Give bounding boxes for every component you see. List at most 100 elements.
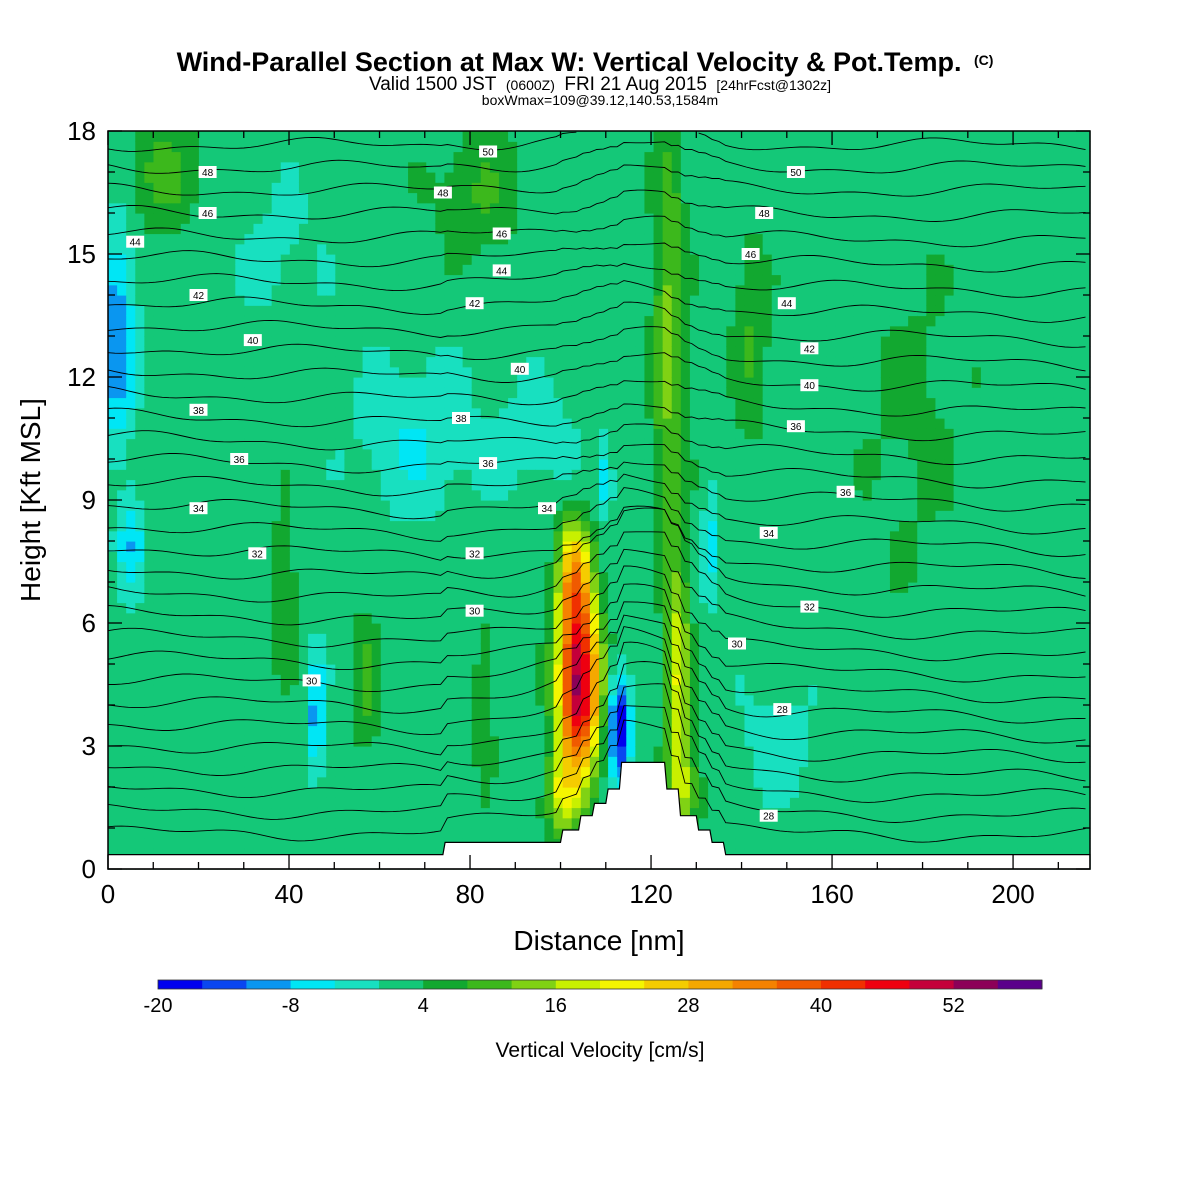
velocity-cell: [608, 233, 618, 245]
velocity-cell: [298, 510, 309, 522]
velocity-cell: [126, 243, 136, 255]
velocity-cell: [135, 766, 145, 778]
velocity-cell: [662, 387, 673, 399]
velocity-cell: [635, 346, 646, 358]
velocity-cell: [589, 172, 600, 183]
velocity-cell: [271, 643, 282, 655]
velocity-cell: [226, 674, 236, 686]
velocity-cell: [298, 161, 309, 173]
velocity-cell: [562, 295, 573, 306]
velocity-cell: [671, 161, 682, 173]
velocity-cell: [462, 582, 473, 593]
velocity-cell: [326, 459, 336, 470]
velocity-cell: [289, 418, 300, 429]
velocity-cell: [708, 223, 718, 235]
velocity-cell: [508, 623, 518, 634]
velocity-cell: [599, 284, 609, 296]
velocity-cell: [480, 735, 491, 747]
velocity-cell: [171, 602, 182, 614]
velocity-cell: [135, 243, 145, 255]
velocity-cell: [699, 623, 709, 634]
velocity-cell: [535, 705, 546, 716]
velocity-cell: [198, 705, 209, 716]
velocity-cell: [589, 418, 600, 429]
velocity-cell: [498, 397, 509, 409]
velocity-cell: [444, 377, 455, 388]
velocity-cell: [162, 223, 173, 235]
velocity-cell: [553, 612, 564, 624]
velocity-cell: [326, 797, 336, 809]
velocity-cell: [608, 346, 618, 358]
velocity-cell: [699, 254, 709, 265]
velocity-cell: [599, 172, 609, 183]
velocity-cell: [244, 141, 255, 153]
velocity-cell: [653, 746, 664, 757]
plot-area: 5048485048464646444444424242404040383836…: [107, 130, 1091, 870]
velocity-cell: [180, 674, 191, 686]
velocity-cell: [517, 161, 527, 173]
velocity-cell: [662, 202, 673, 214]
velocity-cell: [244, 807, 255, 819]
velocity-cell: [544, 161, 555, 173]
velocity-cell: [271, 766, 282, 778]
velocity-cell: [717, 541, 727, 552]
velocity-cell: [453, 469, 464, 481]
velocity-cell: [162, 643, 173, 655]
velocity-cell: [371, 418, 382, 429]
velocity-cell: [408, 510, 418, 522]
velocity-cell: [608, 592, 618, 604]
velocity-cell: [362, 694, 373, 706]
velocity-cell: [208, 817, 218, 829]
velocity-cell: [308, 715, 318, 727]
velocity-cell: [135, 633, 145, 645]
velocity-cell: [644, 756, 655, 768]
velocity-cell: [489, 633, 500, 645]
velocity-cell: [271, 602, 282, 614]
velocity-cell: [389, 213, 400, 224]
velocity-cell: [253, 161, 264, 173]
velocity-cell: [171, 715, 182, 727]
velocity-cell: [235, 756, 245, 768]
velocity-cell: [462, 571, 473, 583]
velocity-cell: [262, 776, 273, 788]
velocity-cell: [471, 305, 482, 317]
velocity-cell: [608, 582, 618, 593]
velocity-cell: [353, 602, 364, 614]
velocity-cell: [344, 684, 355, 696]
velocity-cell: [508, 510, 518, 522]
velocity-cell: [708, 418, 718, 429]
velocity-cell: [389, 592, 400, 604]
velocity-cell: [471, 182, 482, 194]
velocity-cell: [362, 161, 373, 173]
velocity-cell: [162, 623, 173, 634]
velocity-cell: [108, 643, 118, 655]
velocity-cell: [398, 551, 409, 563]
velocity-cell: [671, 213, 682, 224]
velocity-cell: [571, 418, 582, 429]
velocity-cell: [571, 530, 582, 542]
velocity-cell: [326, 428, 336, 440]
velocity-cell: [408, 582, 418, 593]
velocity-cell: [662, 602, 673, 614]
velocity-cell: [108, 551, 118, 563]
velocity-cell: [662, 694, 673, 706]
velocity-cell: [626, 141, 636, 153]
velocity-cell: [353, 315, 364, 327]
velocity-cell: [162, 254, 173, 265]
velocity-cell: [571, 428, 582, 440]
velocity-cell: [298, 438, 309, 450]
velocity-cell: [453, 305, 464, 317]
velocity-cell: [408, 284, 418, 296]
velocity-cell: [208, 469, 218, 481]
velocity-cell: [108, 602, 118, 614]
velocity-cell: [517, 725, 527, 737]
velocity-cell: [689, 182, 700, 194]
velocity-cell: [289, 407, 300, 419]
velocity-cell: [289, 725, 300, 737]
velocity-cell: [308, 838, 318, 850]
velocity-cell: [517, 448, 527, 460]
velocity-cell: [480, 274, 491, 286]
velocity-cell: [689, 315, 700, 327]
velocity-cell: [571, 141, 582, 153]
velocity-cell: [344, 336, 355, 347]
